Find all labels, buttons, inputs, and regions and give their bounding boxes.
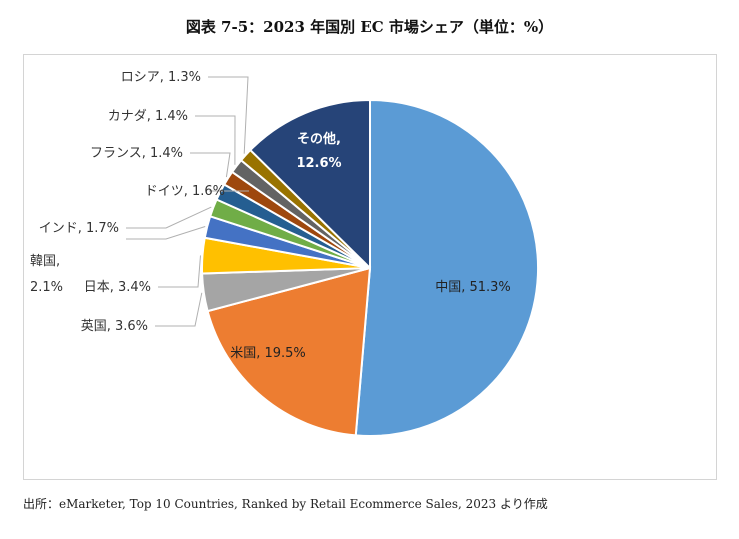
data-labels: 中国, 51.3% 米国, 19.5% 英国, 3.6% 日本, 3.4% 韓国, 2.1… xyxy=(30,70,511,361)
data-label-10: ロシア, 1.3% xyxy=(121,70,201,85)
leader-lines xyxy=(126,76,249,327)
pie-slice-1 xyxy=(354,98,540,437)
pie-chart: 中国, 51.3% 米国, 19.5% 英国, 3.6% 日本, 3.4% 韓国, 2.1… xyxy=(30,70,540,437)
data-label-9: カナダ, 1.4% xyxy=(108,109,188,124)
leader-line-9 xyxy=(195,115,236,165)
data-label-7: ドイツ, 1.6% xyxy=(145,184,225,199)
data-label-3: 英国, 3.6% xyxy=(81,319,148,334)
data-label-4: 日本, 3.4% xyxy=(84,280,151,295)
chart-area: 中国, 51.3% 米国, 19.5% 英国, 3.6% 日本, 3.4% 韓国, 2.1… xyxy=(23,54,717,480)
leader-line-4 xyxy=(158,255,201,288)
chart-title: 図表 7-5：2023 年国別 EC 市場シェア（単位：%） xyxy=(185,18,554,36)
leader-line-10 xyxy=(208,76,249,154)
pie-slice-2 xyxy=(206,266,372,437)
leader-line-3 xyxy=(155,292,203,327)
data-label-2: 米国, 19.5% xyxy=(230,346,306,361)
data-label-11: その他, 12.6% xyxy=(296,131,341,171)
source-note: 出所：eMarketer, Top 10 Countries, Ranked b… xyxy=(23,497,548,511)
leader-line-8 xyxy=(190,152,231,178)
data-label-1: 中国, 51.3% xyxy=(435,280,511,295)
data-label-5: 韓国, 2.1% xyxy=(30,254,63,295)
pie-slice-11 xyxy=(248,98,371,271)
leader-line-5 xyxy=(126,226,206,240)
pie-slices xyxy=(201,98,540,437)
leader-line-6 xyxy=(126,206,212,229)
data-label-6: インド, 1.7% xyxy=(39,221,119,236)
data-label-8: フランス, 1.4% xyxy=(90,146,183,161)
